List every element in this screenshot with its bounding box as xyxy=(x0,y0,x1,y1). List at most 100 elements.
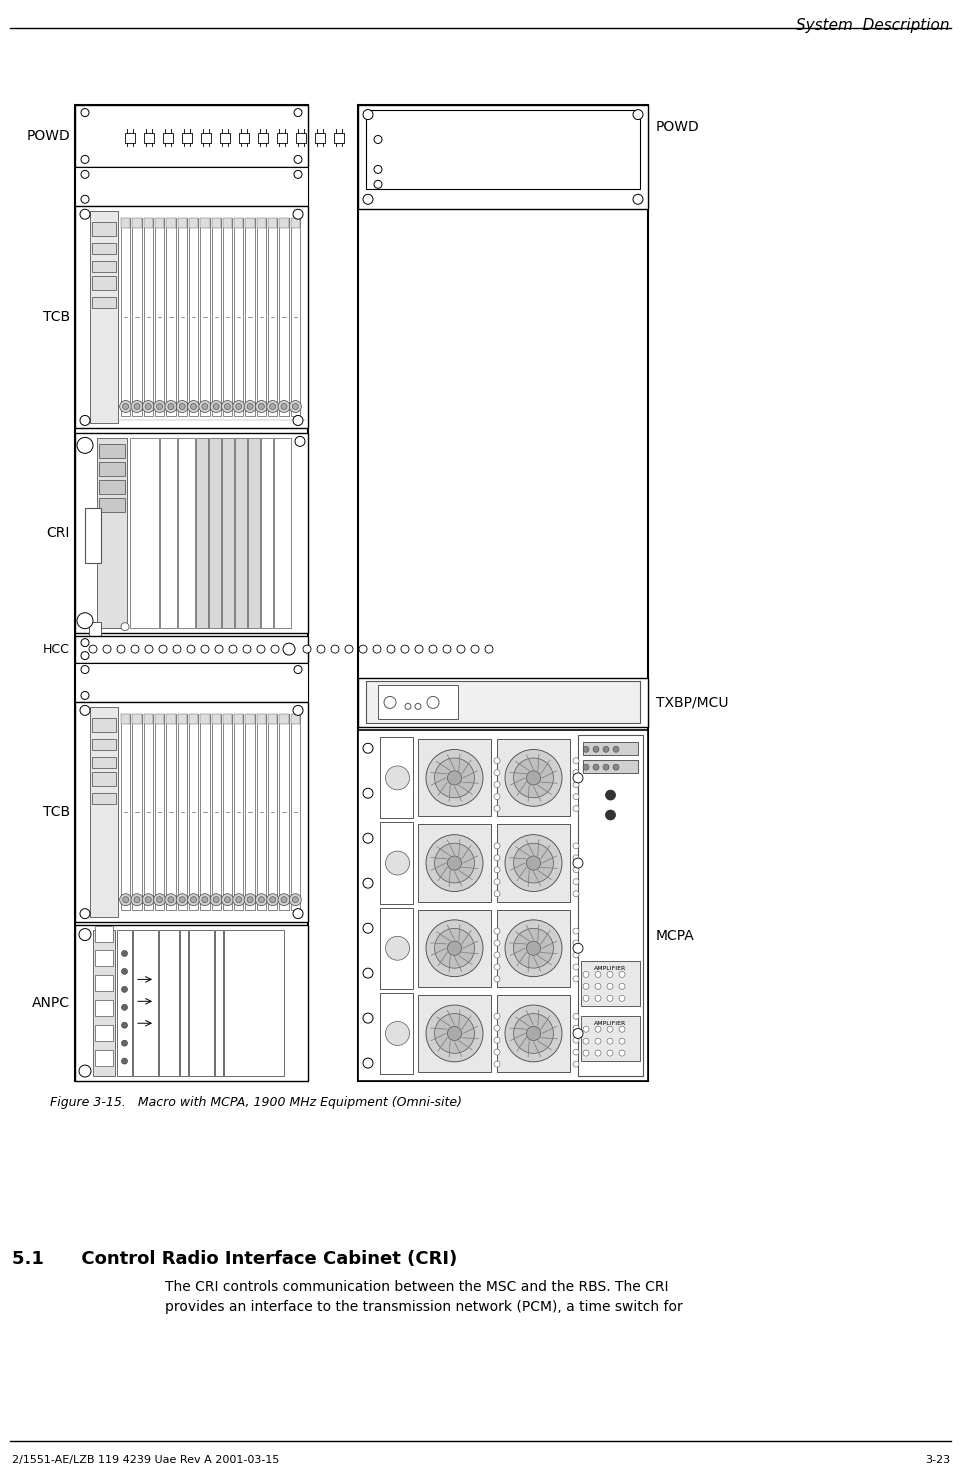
Circle shape xyxy=(270,403,276,409)
Circle shape xyxy=(293,705,303,715)
Circle shape xyxy=(81,170,89,179)
Circle shape xyxy=(485,645,493,652)
Circle shape xyxy=(278,894,290,906)
Text: The CRI controls communication between the MSC and the RBS. The CRI: The CRI controls communication between t… xyxy=(165,1280,669,1294)
Circle shape xyxy=(77,613,93,629)
Circle shape xyxy=(294,108,302,117)
Text: TXBP/MCU: TXBP/MCU xyxy=(656,695,728,710)
Circle shape xyxy=(613,764,619,770)
Bar xyxy=(90,211,118,424)
Circle shape xyxy=(199,400,210,412)
Bar xyxy=(380,822,413,903)
Circle shape xyxy=(267,400,279,412)
Circle shape xyxy=(294,155,302,163)
Text: ANPC: ANPC xyxy=(32,995,70,1010)
Circle shape xyxy=(154,894,165,906)
Circle shape xyxy=(121,969,128,975)
Circle shape xyxy=(179,403,185,409)
Bar xyxy=(211,218,221,416)
Text: 3-23: 3-23 xyxy=(924,1454,950,1465)
Circle shape xyxy=(256,400,267,412)
Circle shape xyxy=(593,746,599,752)
Bar xyxy=(274,438,291,627)
Circle shape xyxy=(289,400,302,412)
Circle shape xyxy=(573,773,583,783)
Bar xyxy=(178,438,195,627)
Circle shape xyxy=(131,400,143,412)
Circle shape xyxy=(210,894,222,906)
Circle shape xyxy=(385,852,409,875)
Circle shape xyxy=(494,928,500,934)
Circle shape xyxy=(633,195,643,204)
Circle shape xyxy=(573,855,579,861)
Circle shape xyxy=(233,400,245,412)
Circle shape xyxy=(583,746,589,752)
Bar xyxy=(268,218,278,416)
Bar xyxy=(358,677,648,727)
Circle shape xyxy=(168,403,174,409)
Circle shape xyxy=(103,645,111,652)
Circle shape xyxy=(513,1013,554,1053)
Bar xyxy=(189,929,214,1076)
Circle shape xyxy=(81,108,89,117)
Circle shape xyxy=(374,166,382,173)
Circle shape xyxy=(505,749,562,806)
Circle shape xyxy=(225,403,231,409)
Bar xyxy=(358,104,648,1080)
Circle shape xyxy=(176,894,188,906)
Circle shape xyxy=(293,210,303,220)
Circle shape xyxy=(583,1050,589,1056)
Circle shape xyxy=(123,897,129,903)
Circle shape xyxy=(583,972,589,978)
Bar xyxy=(133,714,141,724)
Circle shape xyxy=(256,894,267,906)
Bar xyxy=(290,218,300,416)
Bar xyxy=(92,773,116,786)
Circle shape xyxy=(583,984,589,990)
Circle shape xyxy=(494,770,500,776)
Bar xyxy=(121,218,131,416)
Bar xyxy=(497,909,570,987)
Circle shape xyxy=(583,764,589,770)
Circle shape xyxy=(494,940,500,946)
Circle shape xyxy=(187,645,195,652)
Text: HCC: HCC xyxy=(43,642,70,655)
Circle shape xyxy=(81,155,89,163)
Bar xyxy=(261,438,273,627)
Circle shape xyxy=(573,1013,579,1019)
Circle shape xyxy=(573,1050,579,1056)
Bar xyxy=(358,104,648,210)
Circle shape xyxy=(513,758,554,798)
Bar xyxy=(290,714,300,724)
Circle shape xyxy=(429,645,437,652)
Bar xyxy=(234,714,243,909)
Circle shape xyxy=(505,1006,562,1061)
Bar xyxy=(143,218,153,416)
Bar xyxy=(92,276,116,290)
Circle shape xyxy=(117,645,125,652)
Circle shape xyxy=(573,976,579,982)
Circle shape xyxy=(81,195,89,204)
Circle shape xyxy=(494,781,500,787)
Bar xyxy=(418,739,491,817)
Circle shape xyxy=(573,951,579,957)
Bar xyxy=(245,714,255,909)
Circle shape xyxy=(292,403,298,409)
Bar xyxy=(211,218,221,229)
Circle shape xyxy=(607,984,613,990)
Bar xyxy=(583,742,638,755)
Bar xyxy=(178,714,186,724)
Circle shape xyxy=(247,897,253,903)
Circle shape xyxy=(303,645,311,652)
Circle shape xyxy=(235,403,242,409)
Circle shape xyxy=(121,1004,128,1010)
Text: provides an interface to the transmission network (PCM), a time switch for: provides an interface to the transmissio… xyxy=(165,1300,682,1314)
Circle shape xyxy=(267,894,279,906)
Bar xyxy=(358,730,648,1080)
Circle shape xyxy=(317,645,325,652)
Circle shape xyxy=(121,1041,128,1047)
Bar xyxy=(578,736,643,1076)
Bar xyxy=(257,218,266,229)
Circle shape xyxy=(384,696,396,708)
Circle shape xyxy=(221,894,234,906)
